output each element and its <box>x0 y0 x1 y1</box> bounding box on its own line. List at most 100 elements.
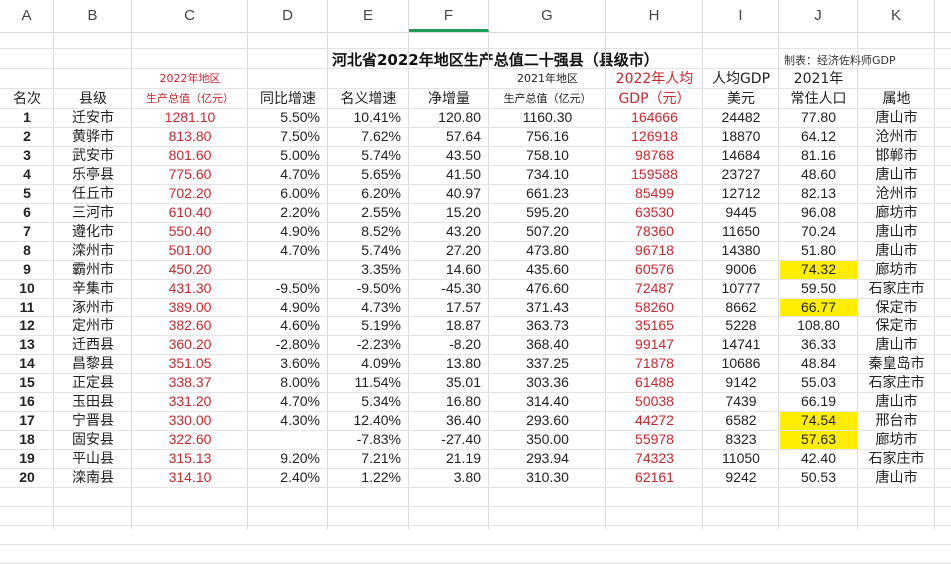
net-increase-cell[interactable]: 27.20 <box>445 241 481 258</box>
per-capita-cell[interactable]: 164666 <box>631 109 678 125</box>
nominal-growth-cell[interactable]: 5.34% <box>361 393 401 410</box>
credit-label[interactable]: 制表：经济佐料师GDP <box>784 54 896 67</box>
gdp2022-cell[interactable]: 801.60 <box>168 146 212 163</box>
county-cell[interactable]: 武安市 <box>72 146 114 163</box>
real-growth-cell[interactable]: -9.50% <box>275 279 320 296</box>
county-cell[interactable]: 乐亭县 <box>72 165 114 182</box>
county-cell[interactable]: 霸州市 <box>72 260 114 277</box>
net-increase-cell[interactable]: 21.19 <box>445 450 481 467</box>
gdp2021-cell[interactable]: 758.10 <box>526 146 569 163</box>
real-growth-cell[interactable]: 9.20% <box>280 450 320 467</box>
gdp2021-cell[interactable]: 507.20 <box>526 222 569 239</box>
nominal-growth-cell[interactable]: 5.19% <box>361 317 401 334</box>
column-header-a[interactable]: A <box>0 0 54 32</box>
nominal-growth-cell[interactable]: 4.73% <box>361 298 401 315</box>
rank-cell[interactable]: 7 <box>23 222 31 239</box>
county-cell[interactable]: 滦州市 <box>72 241 114 258</box>
city-cell[interactable]: 沧州市 <box>875 184 918 201</box>
county-cell[interactable]: 定州市 <box>72 317 114 334</box>
city-cell[interactable]: 唐山市 <box>875 241 918 258</box>
header-gdp2022-line2[interactable]: 生产总值（亿元） <box>146 92 234 105</box>
column-header-d[interactable]: D <box>248 0 328 32</box>
rank-cell[interactable]: 9 <box>23 260 31 277</box>
per-capita-cell[interactable]: 35165 <box>635 317 674 334</box>
county-cell[interactable]: 遵化市 <box>72 222 114 239</box>
county-cell[interactable]: 滦南县 <box>72 469 114 486</box>
gdp2021-cell[interactable]: 303.36 <box>526 374 569 391</box>
usd-cell[interactable]: 9445 <box>725 203 757 220</box>
per-capita-cell[interactable]: 74323 <box>635 450 674 467</box>
real-growth-cell[interactable]: 6.00% <box>280 184 320 201</box>
nominal-growth-cell[interactable]: 11.54% <box>354 374 401 391</box>
header-gdp2021-line2[interactable]: 生产总值（亿元） <box>503 92 592 105</box>
county-cell[interactable]: 宁晋县 <box>72 412 114 429</box>
real-growth-cell[interactable]: 4.70% <box>280 241 320 258</box>
gdp2022-cell[interactable]: 431.30 <box>168 279 212 296</box>
county-cell[interactable]: 黄骅市 <box>72 127 114 144</box>
real-growth-cell[interactable]: 4.70% <box>280 165 320 182</box>
county-cell[interactable]: 迁西县 <box>72 336 114 353</box>
county-cell[interactable]: 迁安市 <box>72 109 114 125</box>
gdp2021-cell[interactable]: 476.60 <box>526 279 569 296</box>
header-city[interactable]: 属地 <box>882 91 911 107</box>
per-capita-cell[interactable]: 60576 <box>635 260 674 277</box>
rank-cell[interactable]: 1 <box>23 109 31 125</box>
population-cell[interactable]: 36.33 <box>800 336 837 353</box>
gdp2022-cell[interactable]: 450.20 <box>168 260 212 277</box>
nominal-growth-cell[interactable]: 6.20% <box>361 184 401 201</box>
gdp2022-cell[interactable]: 550.40 <box>168 222 212 239</box>
city-cell[interactable]: 唐山市 <box>875 469 918 486</box>
net-increase-cell[interactable]: 18.87 <box>445 317 481 334</box>
city-cell[interactable]: 秦皇岛市 <box>868 355 925 372</box>
usd-cell[interactable]: 24482 <box>721 109 761 125</box>
nominal-growth-cell[interactable]: 7.62% <box>361 127 401 144</box>
per-capita-cell[interactable]: 126918 <box>631 127 678 144</box>
gdp2021-cell[interactable]: 371.43 <box>526 298 569 315</box>
real-growth-cell[interactable]: 3.60% <box>280 355 320 372</box>
rank-cell[interactable]: 4 <box>23 165 31 182</box>
nominal-growth-cell[interactable]: 5.74% <box>361 146 401 163</box>
rank-cell[interactable]: 15 <box>19 374 35 391</box>
gdp2021-cell[interactable]: 293.94 <box>526 450 569 467</box>
real-growth-cell[interactable]: 5.50% <box>280 109 320 125</box>
real-growth-cell[interactable]: 5.00% <box>280 146 320 163</box>
usd-cell[interactable]: 14380 <box>721 241 761 258</box>
gdp2022-cell[interactable]: 330.00 <box>168 412 212 429</box>
nominal-growth-cell[interactable]: 4.09% <box>361 355 401 372</box>
net-increase-cell[interactable]: 17.57 <box>445 298 481 315</box>
gdp2022-cell[interactable]: 775.60 <box>168 165 212 182</box>
city-cell[interactable]: 廊坊市 <box>875 203 918 220</box>
usd-cell[interactable]: 11050 <box>722 450 760 467</box>
rank-cell[interactable]: 10 <box>19 279 35 296</box>
city-cell[interactable]: 唐山市 <box>875 109 918 125</box>
usd-cell[interactable]: 6582 <box>725 412 757 429</box>
city-cell[interactable]: 唐山市 <box>875 222 918 239</box>
gdp2021-cell[interactable]: 734.10 <box>526 165 569 182</box>
gdp2022-cell[interactable]: 813.80 <box>168 127 212 144</box>
gdp2022-cell[interactable]: 351.05 <box>168 355 212 372</box>
column-header-e[interactable]: E <box>328 0 409 32</box>
nominal-growth-cell[interactable]: -9.50% <box>356 279 401 296</box>
net-increase-cell[interactable]: 41.50 <box>445 165 481 182</box>
usd-cell[interactable]: 9142 <box>725 374 757 391</box>
population-cell[interactable]: 55.03 <box>800 374 837 391</box>
nominal-growth-cell[interactable]: -7.83% <box>356 431 401 448</box>
population-cell[interactable]: 59.50 <box>800 279 837 296</box>
net-increase-cell[interactable]: 43.20 <box>445 222 481 239</box>
population-cell[interactable]: 66.77 <box>780 297 857 317</box>
population-cell[interactable]: 51.80 <box>800 241 837 258</box>
population-cell[interactable]: 66.19 <box>800 393 837 410</box>
gdp2021-cell[interactable]: 363.73 <box>526 317 569 334</box>
header-per-capita-line2[interactable]: GDP（元） <box>618 91 691 107</box>
column-header-k[interactable]: K <box>858 0 935 32</box>
column-header-c[interactable]: C <box>132 0 248 32</box>
usd-cell[interactable]: 18870 <box>721 127 761 144</box>
gdp2021-cell[interactable]: 350.00 <box>526 431 569 448</box>
per-capita-cell[interactable]: 61488 <box>635 374 674 391</box>
city-cell[interactable]: 石家庄市 <box>868 374 925 391</box>
real-growth-cell[interactable]: -2.80% <box>275 336 320 353</box>
gdp2022-cell[interactable]: 338.37 <box>168 374 212 391</box>
real-growth-cell[interactable]: 8.00% <box>280 374 320 391</box>
gdp2022-cell[interactable]: 382.60 <box>168 317 212 334</box>
nominal-growth-cell[interactable]: 10.41% <box>353 109 401 125</box>
